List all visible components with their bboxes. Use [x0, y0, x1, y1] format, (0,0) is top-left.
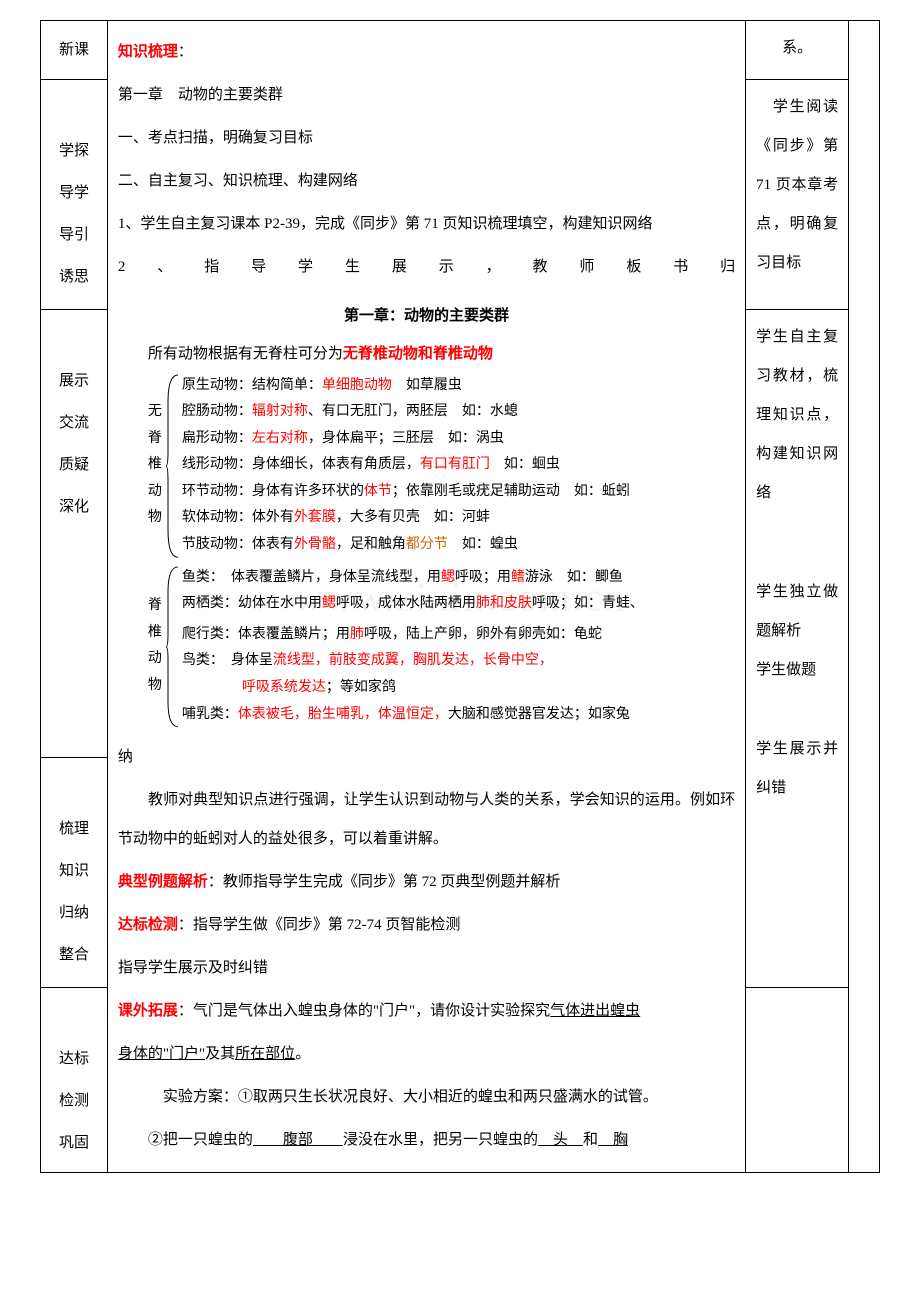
left-label-4: 梳理 知识 归纳 整合 [41, 758, 108, 988]
chapter-title: 第一章 动物的主要类群 [118, 76, 735, 115]
right-note-2: 学生阅读《同步》第 71 页本章考点，明确复习目标 [746, 80, 849, 310]
bracket-icon [166, 373, 180, 559]
tree-vertebrates: 脊 椎 动 物 鱼类： 体表覆盖鳞片，身体呈流线型，用鳃呼吸；用鳍游泳 如：鲫鱼… [118, 565, 735, 729]
right-note-34: 学生自主复习教材，梳理知识点，构建知识网络 学生独立做题解析 学生做题 学生展示… [746, 310, 849, 988]
tree1-item2: 腔肠动物：辐射对称、有口无肛门，两胚层 如：水螅 [182, 399, 630, 426]
tree1-root: 无 脊 椎 动 物 [148, 373, 166, 559]
tree2-item4: 鸟类： 身体呈流线型，前肢变成翼，胸肌发达，长骨中空， [182, 648, 644, 675]
extension-line1: 课外拓展：气门是气体出入蝗虫身体的"门户"，请你设计实验探究气体进出蝗虫 [118, 992, 735, 1031]
tree2-item3: 爬行类：体表覆盖鳞片；用肺呼吸，陆上产卵，卵外有卵壳如：龟蛇 [182, 622, 644, 649]
left-label-5: 达标 检测 巩固 [41, 988, 108, 1173]
extension-line2: 身体的"门户"及其所在部位。 [118, 1035, 735, 1074]
guidance-line: 指导学生展示及时纠错 [118, 949, 735, 988]
tree2-root: 脊 椎 动 物 [148, 565, 166, 729]
tree2-item4b: 呼吸系统发达；等如家鸽 [182, 675, 644, 702]
test-line: 达标检测：指导学生做《同步》第 72-74 页智能检测 [118, 906, 735, 945]
line-3: 1、学生自主复习课本 P2-39，完成《同步》第 71 页知识梳理填空，构建知识… [118, 205, 735, 244]
tree1-item5: 环节动物：身体有许多环状的体节；依靠刚毛或疣足辅助运动 如：蚯蚓 [182, 479, 630, 506]
line-4: 2、指导学生展示，教师板书归 [118, 248, 735, 287]
extra-margin [849, 21, 880, 1173]
experiment-2: ②把一只蝗虫的 腹部 浸没在水里，把另一只蝗虫的 头 和 胸 [118, 1121, 735, 1160]
left-label-3: 展示 交流 质疑 深化 [41, 310, 108, 758]
tree2-item2: 两栖类：幼体在水中用鳃呼吸，成体水陆两栖用肺和皮肤呼吸；如：青蛙、 [182, 591, 644, 618]
typical-examples: 典型例题解析：教师指导学生完成《同步》第 72 页典型例题并解析 [118, 863, 735, 902]
line-1: 一、考点扫描，明确复习目标 [118, 119, 735, 158]
left-label-1: 新课 [41, 21, 108, 80]
line-2: 二、自主复习、知识梳理、构建网络 [118, 162, 735, 201]
tree2-item1: 鱼类： 体表覆盖鳞片，身体呈流线型，用鳃呼吸；用鳍游泳 如：鲫鱼 [182, 565, 644, 592]
para-teacher: 教师对典型知识点进行强调，让学生认识到动物与人类的关系，学会知识的运用。例如环节… [118, 781, 735, 859]
heading-knowledge: 知识梳理： [118, 33, 735, 72]
right-note-1: 系。 [746, 21, 849, 80]
experiment-1: 实验方案：①取两只生长状况良好、大小相近的蝗虫和两只盛满水的试管。 [118, 1078, 735, 1117]
center-content: 知识梳理： 第一章 动物的主要类群 一、考点扫描，明确复习目标 二、自主复习、知… [107, 21, 745, 1173]
diagram-intro: 所有动物根据有无脊柱可分为无脊椎动物和脊椎动物 [148, 340, 735, 369]
tree1-item4: 线形动物：身体细长，体表有角质层，有口有肛门 如：蛔虫 [182, 452, 630, 479]
bracket-icon-2 [166, 565, 180, 729]
tree1-item7: 节肢动物：体表有外骨骼，足和触角都分节 如：蝗虫 [182, 532, 630, 559]
tree1-item6: 软体动物：体外有外套膜，大多有贝壳 如：河蚌 [182, 505, 630, 532]
lesson-plan-table: 新课 知识梳理： 第一章 动物的主要类群 一、考点扫描，明确复习目标 二、自主复… [40, 20, 880, 1173]
right-note-5 [746, 988, 849, 1173]
tree1-item3: 扁形动物：左右对称，身体扁平；三胚层 如：涡虫 [182, 426, 630, 453]
tree1-item1: 原生动物：结构简单：单细胞动物 如草履虫 [182, 373, 630, 400]
tree-invertebrates: 无 脊 椎 动 物 原生动物：结构简单：单细胞动物 如草履虫 腔肠动物：辐射对称… [118, 373, 735, 559]
left-label-2: 学探 导学 导引 诱思 [41, 80, 108, 310]
na-char: 纳 [118, 738, 735, 777]
diagram-title: 第一章：动物的主要类群 [118, 297, 735, 336]
tree2-item5: 哺乳类：体表被毛，胎生哺乳，体温恒定，大脑和感觉器官发达；如家兔 [182, 702, 644, 729]
